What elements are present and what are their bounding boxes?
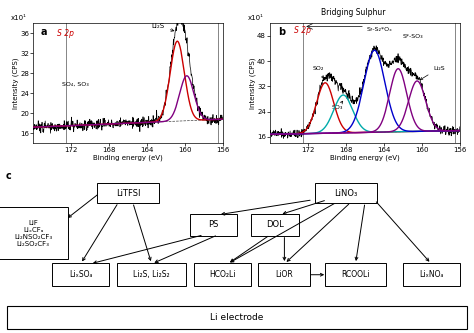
Y-axis label: Intensity (CPS): Intensity (CPS) [249, 58, 255, 109]
Text: S*-SO₃: S*-SO₃ [403, 34, 424, 39]
Text: S₇-S₂*Oₓ: S₇-S₂*Oₓ [367, 27, 393, 32]
Text: LiₓSOₐ: LiₓSOₐ [69, 270, 92, 279]
Text: Li₂S: Li₂S [420, 66, 445, 80]
FancyBboxPatch shape [7, 306, 467, 329]
FancyBboxPatch shape [190, 214, 237, 236]
Text: S 2p: S 2p [57, 29, 74, 38]
Text: b: b [278, 27, 285, 37]
X-axis label: Binding energy (eV): Binding energy (eV) [330, 155, 400, 161]
Text: S 2p: S 2p [294, 26, 311, 35]
Text: x10¹: x10¹ [10, 15, 26, 21]
FancyBboxPatch shape [0, 207, 67, 259]
FancyBboxPatch shape [194, 263, 251, 286]
Text: SO₂: SO₂ [313, 66, 324, 79]
FancyBboxPatch shape [97, 183, 159, 203]
FancyBboxPatch shape [117, 263, 186, 286]
Text: c: c [6, 171, 11, 181]
Text: SO₃: SO₃ [332, 101, 343, 110]
FancyBboxPatch shape [403, 263, 460, 286]
FancyBboxPatch shape [258, 263, 310, 286]
Text: LiNO₃: LiNO₃ [334, 188, 358, 198]
Text: DOL: DOL [266, 220, 284, 229]
Text: HCO₂Li: HCO₂Li [210, 270, 236, 279]
Text: PS: PS [208, 220, 219, 229]
Text: LiₓNOₐ: LiₓNOₐ [419, 270, 444, 279]
Text: Li₂S: Li₂S [152, 23, 174, 31]
Text: Li electrode: Li electrode [210, 313, 264, 322]
FancyBboxPatch shape [325, 263, 386, 286]
Text: RCOOLi: RCOOLi [341, 270, 370, 279]
FancyBboxPatch shape [52, 263, 109, 286]
Text: LiF
LiₓCFₐ
Li₂NSO₂CF₃
Li₂SO₂CF₃: LiF LiₓCFₐ Li₂NSO₂CF₃ Li₂SO₂CF₃ [14, 219, 52, 247]
FancyBboxPatch shape [251, 214, 299, 236]
FancyBboxPatch shape [315, 183, 377, 203]
Text: LiOR: LiOR [275, 270, 293, 279]
Text: x10¹: x10¹ [247, 15, 263, 21]
X-axis label: Binding energy (eV): Binding energy (eV) [93, 155, 163, 161]
Text: Li₂S, Li₂S₂: Li₂S, Li₂S₂ [133, 270, 170, 279]
Text: a: a [41, 27, 47, 37]
Text: SO₄, SO₃: SO₄, SO₃ [62, 82, 88, 87]
Text: Bridging Sulphur: Bridging Sulphur [321, 8, 385, 17]
Y-axis label: Intensity (CPS): Intensity (CPS) [12, 58, 18, 109]
Text: LiTFSI: LiTFSI [116, 188, 140, 198]
